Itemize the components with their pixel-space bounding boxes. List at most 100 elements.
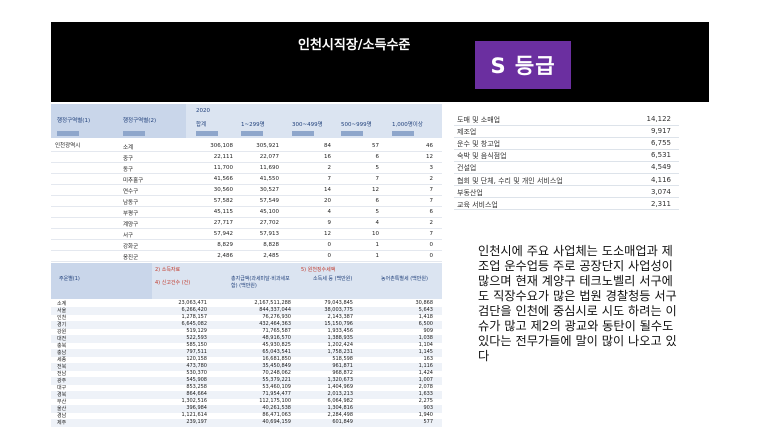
table-cell: 부평구 [123,211,139,217]
table-row: 소계 23,063,471 2,167,511,288 79,043,845 30,86… [51,300,442,308]
table-cell: 제주 [57,420,67,426]
table-cell: 부산 [57,399,67,405]
table-cell: 2 [429,176,434,182]
header-size4: 1,000명이상 [392,122,423,128]
table-cell: 12 [324,231,331,237]
table-cell: 306,108 [210,143,233,149]
filter-control[interactable] [57,131,79,136]
table-cell: 71,765,587 [262,328,291,334]
table-cell: 7 [429,187,434,193]
filter-control[interactable] [196,131,218,136]
table-cell: 2,167,511,288 [254,300,291,306]
table-cell: 27,717 [213,220,233,226]
table-row: 중구 22,111 22,077 16 6 12 [51,152,442,163]
table-cell: 40,261,538 [262,405,291,411]
table-row: 동구 11,700 11,690 2 5 3 [51,163,442,174]
table-cell: 518,598 [332,356,353,362]
table-cell: 4 [327,209,332,215]
table-cell: 6,645,082 [181,321,207,327]
table-cell: 65,043,541 [262,349,291,355]
table-row: 연수구 30,560 30,527 14 12 7 [51,185,442,196]
table-cell: 1,116 [418,363,433,369]
table-cell: 1,940 [418,412,433,418]
table-cell: 7 [327,176,332,182]
industry-count: 4,549 [650,163,671,172]
industry-row: 부동산업 3,074 [454,187,679,199]
table-row: 전남 530,370 70,248,062 968,872 1,424 [51,370,442,378]
table-cell: 909 [423,328,433,334]
table-cell: 2,078 [418,384,433,390]
table-cell: 530,370 [186,370,207,376]
industry-row: 도매 및 소매업 14,122 [454,114,679,126]
table-cell: 84 [324,143,331,149]
table-cell: 46 [426,143,433,149]
table-cell: 305,921 [256,143,279,149]
industry-count: 4,116 [650,175,671,184]
table-cell: 23,063,471 [178,300,207,306]
table-row: 대구 853,258 53,460,109 1,404,969 2,078 [51,384,442,392]
table-cell: 경남 [57,413,67,419]
table-cell: 76,276,930 [262,314,291,320]
table-cell: 903 [423,405,433,411]
table-cell: 강화군 [123,244,139,250]
table-cell: 9 [327,220,332,226]
table-cell: 계양구 [123,222,139,228]
table-cell: 1,007 [418,377,433,383]
table-row: 충남 797,511 65,043,541 1,758,231 1,145 [51,349,442,357]
table-cell: 53,460,109 [262,384,291,390]
header-size3: 500~999명 [341,122,372,128]
table-cell: 5,643 [418,307,433,313]
table-cell: 세종 [57,357,67,363]
table-cell: 11,690 [259,165,279,171]
header-total: 합계 [196,122,207,128]
table-cell: 11,700 [213,165,233,171]
table-row: 서구 57,942 57,913 12 10 7 [51,229,442,240]
table-row: 옹진군 2,486 2,485 0 1 0 [51,251,442,262]
table-cell: 522,593 [186,335,207,341]
table-cell: 12 [426,154,433,160]
table-cell: 396,984 [186,405,207,411]
grade-badge: S 등급 [475,41,571,89]
table-row: 강화군 8,829 8,828 0 1 0 [51,240,442,251]
table-cell: 1,104 [418,342,433,348]
filter-control[interactable] [123,131,145,136]
header-size2: 300~499명 [292,122,323,128]
table-row: 경남 1,121,614 86,471,063 2,284,498 1,940 [51,412,442,420]
table-cell: 1,418 [418,314,433,320]
table-cell: 1,202,424 [327,342,353,348]
table-cell: 충남 [57,350,67,356]
table-cell: 울산 [57,406,67,412]
header-withholding: 5) 원천징수세액 [301,267,336,273]
table-cell: 전남 [57,371,67,377]
table-row: 대전 522,593 48,916,570 1,388,935 1,038 [51,335,442,343]
table-cell: 163 [423,356,433,362]
filter-control[interactable] [392,131,414,136]
table-cell: 연수구 [123,189,139,195]
table-cell: 경북 [57,392,67,398]
table-cell: 5 [375,209,380,215]
industry-row: 건설업 4,549 [454,162,679,174]
table-cell: 5 [375,165,380,171]
table-cell: 22,111 [213,154,233,160]
industry-row: 운수 및 창고업 6,755 [454,138,679,150]
industry-name: 운수 및 창고업 [457,140,501,149]
table-cell: 853,258 [186,384,207,390]
title-banner [51,22,709,102]
filter-control[interactable] [241,131,263,136]
filter-control[interactable] [292,131,314,136]
header-rural-tax: 농어촌특별세 (백만원) [381,276,428,282]
table-cell: 961,871 [332,363,353,369]
table-cell: 57,549 [259,198,279,204]
table-cell: 30,868 [415,300,434,306]
income-table: 주운별(1) 2) 소득자료 4) 신고건수 (건) 총지급액(과세미달·비과세… [51,263,442,428]
filter-control[interactable] [341,131,363,136]
table-cell: 41,550 [259,176,279,182]
table-cell: 27,702 [259,220,279,226]
industry-count: 3,074 [650,187,671,196]
table-cell: 2,485 [263,253,279,259]
table-cell: 2,284,498 [327,412,353,418]
table-cell: 2,013,213 [327,391,353,397]
header-year: 2020 [196,108,210,114]
table-cell: 45,115 [213,209,233,215]
industry-row: 교육 서비스업 2,311 [454,199,679,211]
